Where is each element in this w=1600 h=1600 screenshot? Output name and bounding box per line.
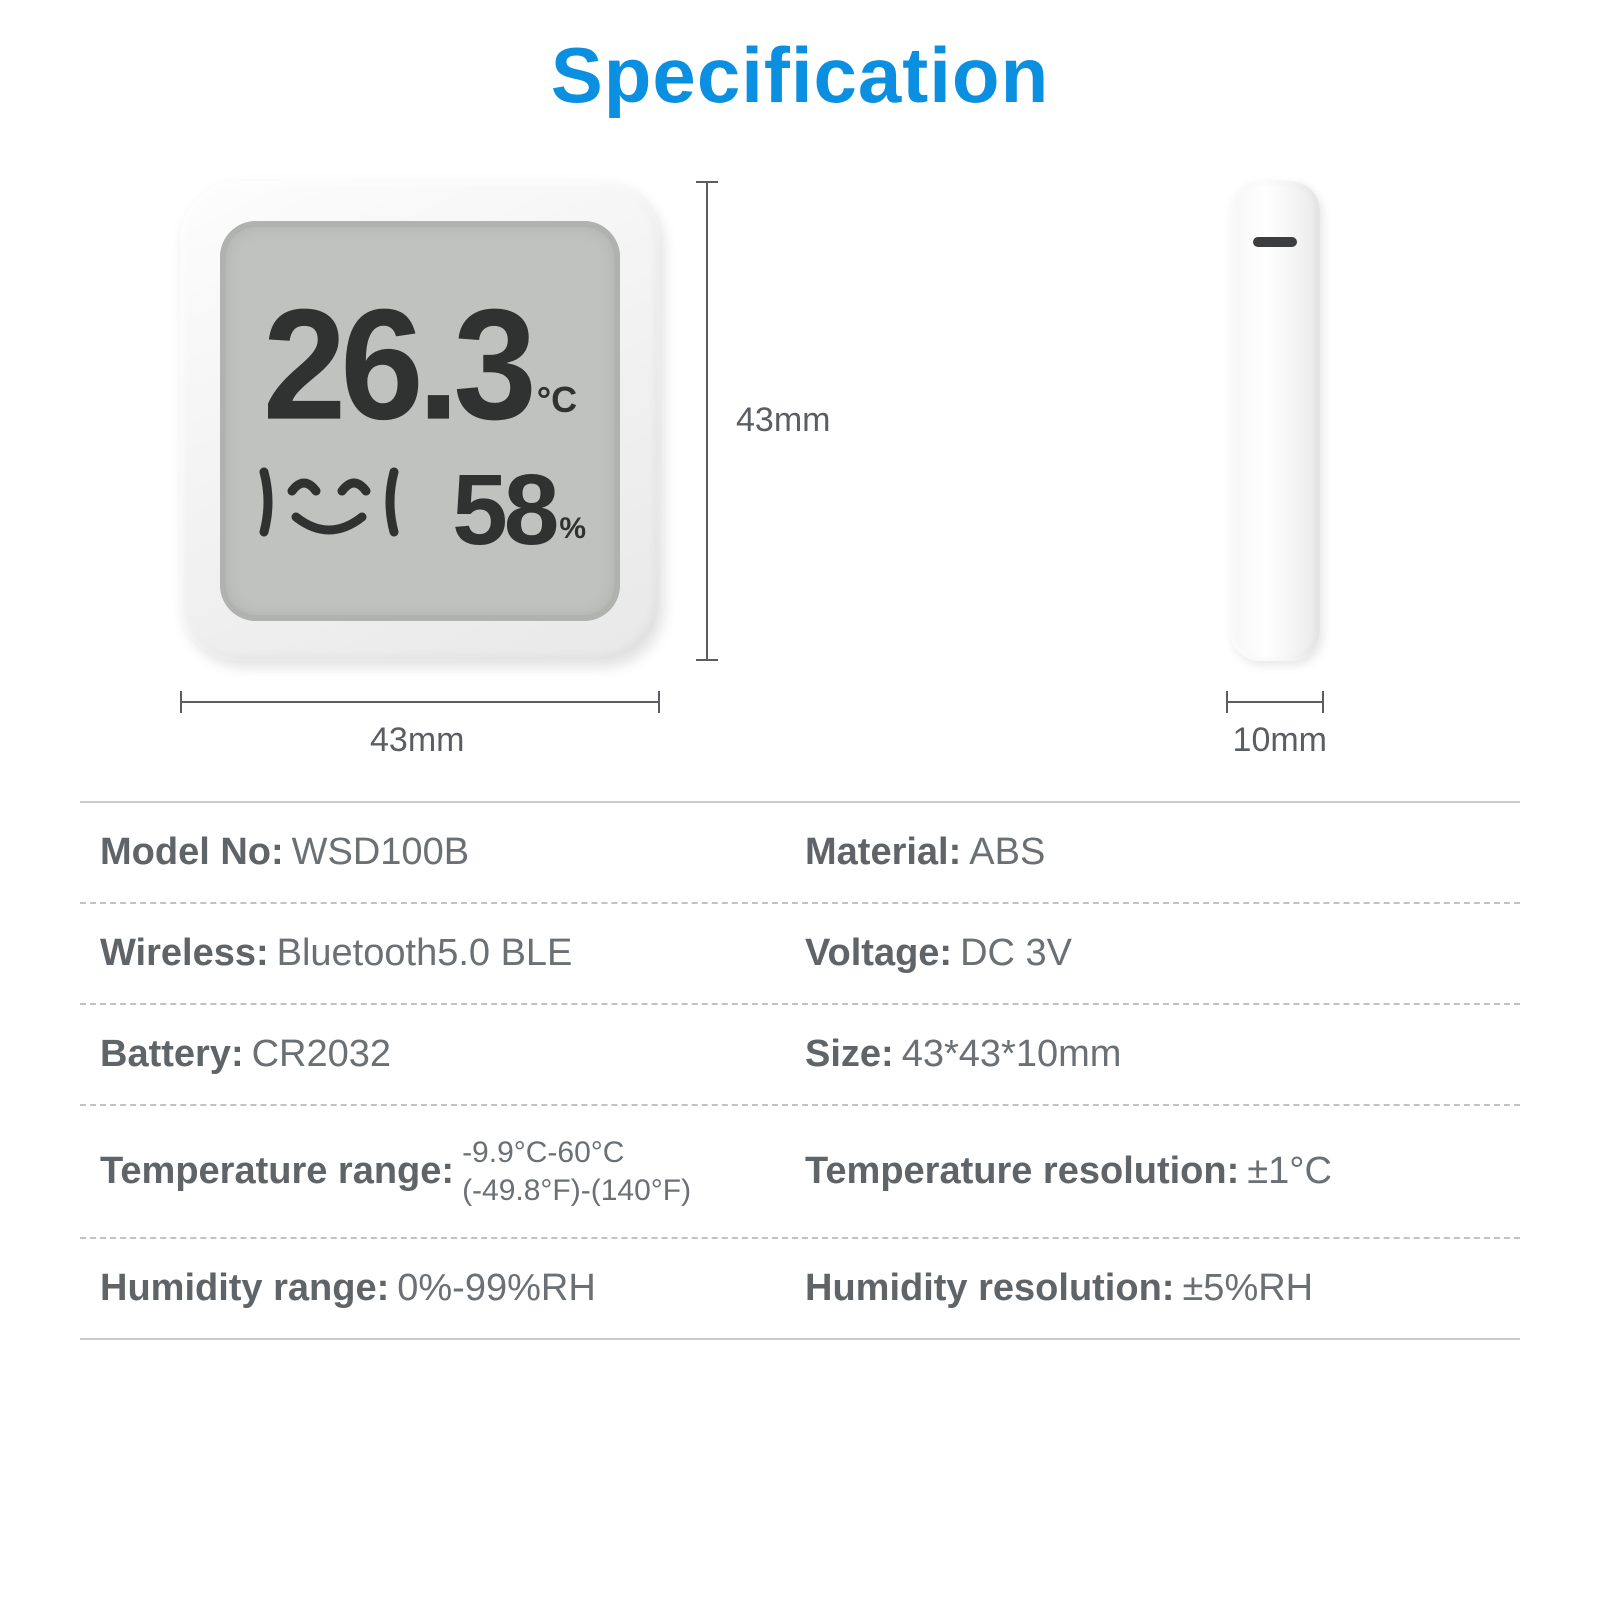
dim-line-depth: [1226, 701, 1324, 703]
spec-value: -9.9°C-60°C (-49.8°F)-(140°F): [462, 1134, 691, 1209]
spec-label: Temperature range:: [100, 1150, 454, 1193]
spec-row: Model No: WSD100B Material: ABS: [80, 803, 1520, 904]
spec-cell: Material: ABS: [805, 831, 1510, 874]
spec-label: Voltage:: [805, 932, 952, 975]
spec-label: Model No:: [100, 831, 284, 874]
humidity-row: 58 %: [240, 457, 600, 563]
temperature-value: 26.3: [263, 285, 531, 443]
spec-value: CR2032: [252, 1033, 391, 1076]
spec-cell: Temperature resolution: ±1°C: [805, 1134, 1510, 1209]
comfort-face-icon: [254, 457, 404, 563]
spec-value: ±5%RH: [1182, 1267, 1313, 1310]
spec-value: Bluetooth5.0 BLE: [277, 932, 573, 975]
spec-cell: Battery: CR2032: [100, 1033, 805, 1076]
spec-label: Size:: [805, 1033, 894, 1076]
spec-table: Model No: WSD100B Material: ABS Wireless…: [80, 801, 1520, 1340]
spec-row: Humidity range: 0%-99%RH Humidity resolu…: [80, 1239, 1520, 1340]
spec-value-line: (-49.8°F)-(140°F): [462, 1172, 691, 1210]
spec-value: 43*43*10mm: [902, 1033, 1122, 1076]
spec-cell: Wireless: Bluetooth5.0 BLE: [100, 932, 805, 975]
spec-label: Battery:: [100, 1033, 244, 1076]
spec-value: 0%-99%RH: [397, 1267, 596, 1310]
spec-value: WSD100B: [292, 831, 469, 874]
device-screen: 26.3 °C 58: [220, 221, 620, 621]
dim-line-height: [706, 181, 708, 661]
spec-cell: Humidity range: 0%-99%RH: [100, 1267, 805, 1310]
spec-cell: Model No: WSD100B: [100, 831, 805, 874]
dim-label-width: 43mm: [370, 721, 464, 760]
spec-label: Humidity range:: [100, 1267, 389, 1310]
page-title: Specification: [0, 0, 1600, 121]
spec-label: Material:: [805, 831, 961, 874]
dim-line-width: [180, 701, 660, 703]
spec-value: DC 3V: [960, 932, 1072, 975]
spec-row: Temperature range: -9.9°C-60°C (-49.8°F)…: [80, 1106, 1520, 1239]
temperature-unit: °C: [537, 379, 577, 421]
spec-row: Wireless: Bluetooth5.0 BLE Voltage: DC 3…: [80, 904, 1520, 1005]
spec-label: Humidity resolution:: [805, 1267, 1174, 1310]
spec-cell: Temperature range: -9.9°C-60°C (-49.8°F)…: [100, 1134, 805, 1209]
humidity-value: 58: [452, 460, 555, 560]
spec-value-line: -9.9°C-60°C: [462, 1134, 691, 1172]
spec-value: ABS: [969, 831, 1045, 874]
device-side-view: [1230, 181, 1320, 661]
temperature-row: 26.3 °C: [240, 289, 600, 439]
dim-label-depth: 10mm: [1233, 721, 1327, 760]
dim-label-height: 43mm: [736, 401, 830, 440]
diagram-area: 26.3 °C 58: [0, 161, 1600, 801]
spec-row: Battery: CR2032 Size: 43*43*10mm: [80, 1005, 1520, 1106]
spec-cell: Humidity resolution: ±5%RH: [805, 1267, 1510, 1310]
spec-cell: Voltage: DC 3V: [805, 932, 1510, 975]
spec-value: ±1°C: [1247, 1150, 1332, 1193]
device-front-view: 26.3 °C 58: [180, 181, 660, 661]
spec-label: Temperature resolution:: [805, 1150, 1239, 1193]
device-side-slot: [1253, 237, 1297, 247]
spec-cell: Size: 43*43*10mm: [805, 1033, 1510, 1076]
humidity-unit: %: [559, 512, 586, 546]
spec-label: Wireless:: [100, 932, 269, 975]
